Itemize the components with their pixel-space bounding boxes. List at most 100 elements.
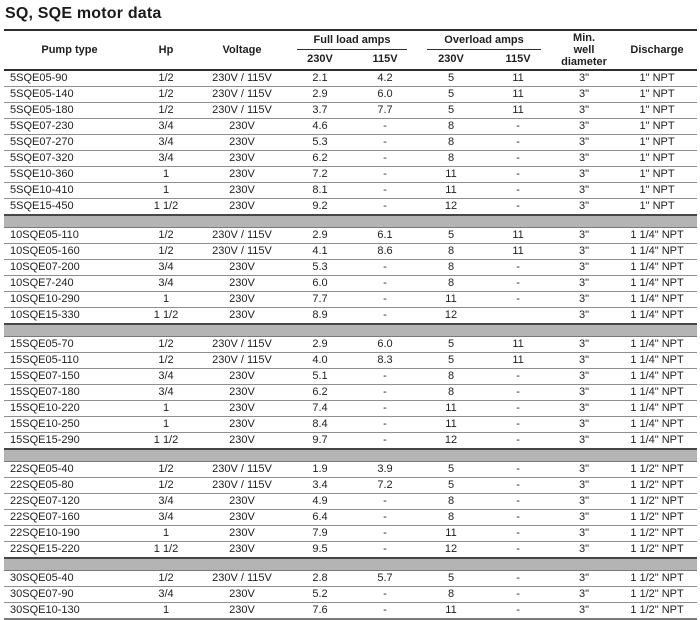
- header-ola-230v: 230V: [417, 51, 486, 72]
- cell-fla-115v: -: [353, 602, 418, 619]
- cell-ola-230v: 8: [417, 150, 486, 167]
- cell-fla-115v: 7.7: [353, 102, 418, 119]
- cell-min-well-diameter: 3": [551, 416, 618, 433]
- header-fla-115v: 115V: [353, 51, 418, 72]
- cell-min-well-diameter: 3": [551, 432, 618, 449]
- cell-voltage: 230V / 115V: [197, 86, 287, 103]
- header-full-load-amps: Full load amps: [287, 30, 417, 52]
- cell-min-well-diameter: 3": [551, 182, 618, 199]
- cell-ola-230v: 5: [417, 227, 486, 244]
- cell-ola-115v: -: [485, 432, 552, 449]
- cell-min-well-diameter: 3": [551, 570, 618, 587]
- cell-pump-type: 15SQE15-290: [4, 432, 135, 449]
- cell-hp: 1/2: [135, 352, 197, 369]
- cell-min-well-diameter: 3": [551, 602, 618, 619]
- cell-pump-type: 22SQE07-120: [4, 493, 135, 510]
- cell-fla-230v: 7.2: [287, 166, 353, 183]
- table-row: 30SQE10-130 1 230V 7.6-11-3" 1 1/2" NPT: [4, 602, 698, 619]
- cell-voltage: 230V: [197, 384, 287, 401]
- cell-discharge: 1 1/4" NPT: [617, 291, 698, 308]
- table-row: 22SQE05-80 1/2 230V / 115V 3.4 7.2 5-3" 1 1/2"…: [4, 477, 698, 494]
- cell-min-well-diameter: 3": [551, 275, 618, 292]
- cell-fla-115v: 3.9: [353, 461, 418, 478]
- cell-min-well-diameter: 3": [551, 541, 618, 558]
- cell-fla-115v: 8.3: [353, 352, 418, 369]
- cell-ola-115v: -: [485, 586, 552, 603]
- cell-pump-type: 15SQE07-150: [4, 368, 135, 385]
- cell-ola-115v: -: [485, 384, 552, 401]
- cell-hp: 1: [135, 525, 197, 542]
- cell-hp: 1: [135, 291, 197, 308]
- cell-pump-type: 10SQE05-110: [4, 227, 135, 244]
- cell-min-well-diameter: 3": [551, 86, 618, 103]
- cell-ola-115v: -: [485, 134, 552, 151]
- cell-fla-230v: 7.6: [287, 602, 353, 619]
- cell-ola-115v: [485, 307, 552, 324]
- table-row: 15SQE07-150 3/4 230V 5.1-8-3" 1 1/4" NPT: [4, 368, 698, 385]
- cell-pump-type: 15SQE10-250: [4, 416, 135, 433]
- table-row: 15SQE10-220 1 230V 7.4-11-3" 1 1/4" NPT: [4, 400, 698, 417]
- cell-fla-115v: -: [353, 525, 418, 542]
- cell-ola-230v: 8: [417, 493, 486, 510]
- cell-fla-230v: 6.2: [287, 384, 353, 401]
- table-row: 30SQE05-40 1/2 230V / 115V 2.8 5.7 5-3" 1 1/2"…: [4, 570, 698, 587]
- cell-hp: 1: [135, 166, 197, 183]
- cell-voltage: 230V: [197, 118, 287, 135]
- cell-discharge: 1 1/4" NPT: [617, 259, 698, 276]
- cell-min-well-diameter: 3": [551, 509, 618, 526]
- cell-fla-230v: 5.1: [287, 368, 353, 385]
- cell-hp: 3/4: [135, 150, 197, 167]
- cell-ola-115v: -: [485, 150, 552, 167]
- cell-ola-230v: 8: [417, 384, 486, 401]
- table-row: 10SQE05-110 1/2 230V / 115V 2.9 6.1 5 11 3" 1 1/…: [4, 227, 698, 244]
- cell-pump-type: 22SQE15-220: [4, 541, 135, 558]
- cell-min-well-diameter: 3": [551, 352, 618, 369]
- cell-pump-type: 5SQE07-270: [4, 134, 135, 151]
- cell-ola-230v: 5: [417, 102, 486, 119]
- cell-fla-115v: -: [353, 134, 418, 151]
- cell-ola-115v: -: [485, 259, 552, 276]
- cell-ola-230v: 12: [417, 432, 486, 449]
- cell-ola-230v: 11: [417, 166, 486, 183]
- cell-ola-230v: 11: [417, 182, 486, 199]
- cell-ola-230v: 5: [417, 461, 486, 478]
- cell-ola-230v: 5: [417, 352, 486, 369]
- cell-ola-230v: 5: [417, 336, 486, 353]
- cell-pump-type: 5SQE10-410: [4, 182, 135, 199]
- cell-min-well-diameter: 3": [551, 102, 618, 119]
- table-row: 5SQE10-360 1 230V 7.2-11-3" 1" NPT: [4, 166, 698, 183]
- cell-ola-115v: -: [485, 166, 552, 183]
- cell-voltage: 230V: [197, 134, 287, 151]
- cell-discharge: 1" NPT: [617, 198, 698, 215]
- cell-ola-115v: -: [485, 570, 552, 587]
- cell-min-well-diameter: 3": [551, 368, 618, 385]
- cell-fla-230v: 7.7: [287, 291, 353, 308]
- cell-discharge: 1 1/4" NPT: [617, 307, 698, 324]
- cell-ola-230v: 8: [417, 118, 486, 135]
- cell-hp: 1/2: [135, 477, 197, 494]
- cell-pump-type: 30SQE10-130: [4, 602, 135, 619]
- cell-fla-230v: 9.5: [287, 541, 353, 558]
- cell-fla-115v: 4.2: [353, 69, 418, 87]
- cell-min-well-diameter: 3": [551, 400, 618, 417]
- cell-discharge: 1 1/2" NPT: [617, 602, 698, 619]
- cell-ola-115v: -: [485, 368, 552, 385]
- cell-ola-230v: 5: [417, 86, 486, 103]
- table-row: 15SQE05-70 1/2 230V / 115V 2.9 6.0 5 11 3" 1 1/4…: [4, 336, 698, 353]
- cell-min-well-diameter: 3": [551, 586, 618, 603]
- cell-voltage: 230V: [197, 166, 287, 183]
- cell-ola-115v: -: [485, 477, 552, 494]
- cell-min-well-diameter: 3": [551, 384, 618, 401]
- cell-min-well-diameter: 3": [551, 291, 618, 308]
- group-separator-row: [4, 323, 698, 337]
- table-row: 5SQE05-180 1/2 230V / 115V 3.7 7.7 5 11 3" 1" NP…: [4, 102, 698, 119]
- cell-discharge: 1 1/4" NPT: [617, 227, 698, 244]
- cell-discharge: 1 1/2" NPT: [617, 509, 698, 526]
- cell-discharge: 1" NPT: [617, 182, 698, 199]
- cell-voltage: 230V: [197, 259, 287, 276]
- table-row: 10SQE10-290 1 230V 7.7-11-3" 1 1/4" NPT: [4, 291, 698, 308]
- cell-min-well-diameter: 3": [551, 336, 618, 353]
- cell-min-well-diameter: 3": [551, 243, 618, 260]
- header-overload-amps: Overload amps: [417, 30, 551, 52]
